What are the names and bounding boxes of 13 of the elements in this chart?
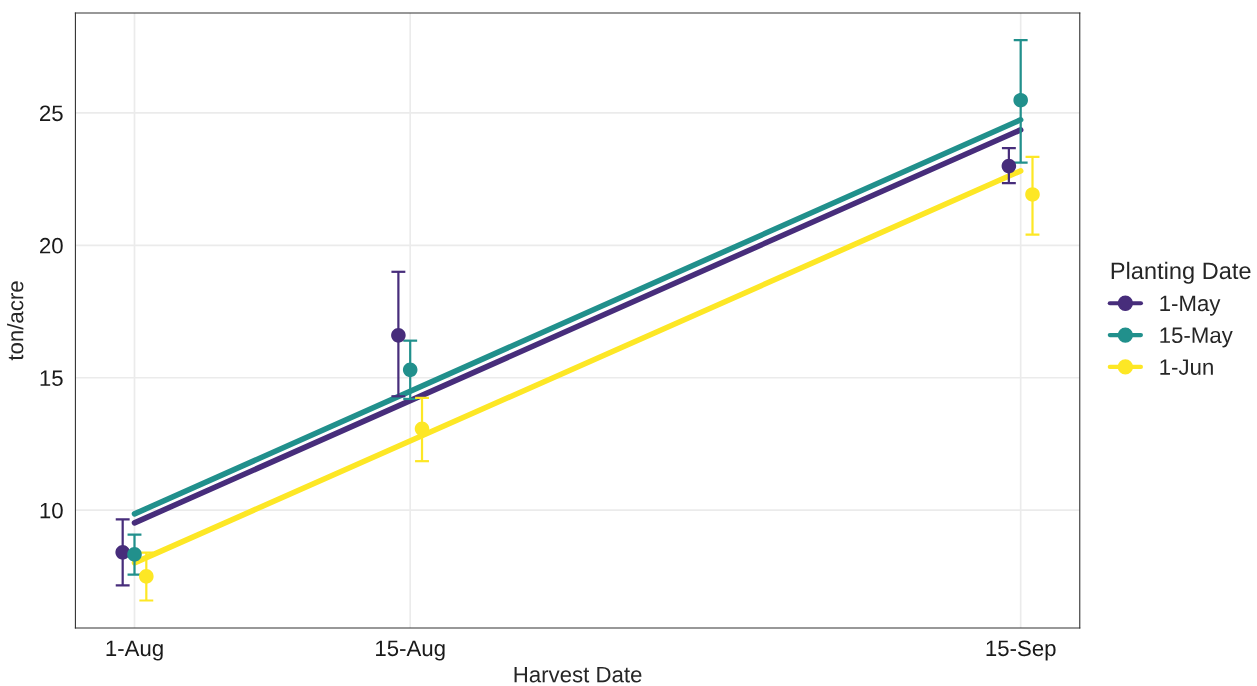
legend-label: 1-May — [1160, 295, 1221, 316]
legend-label: 15-May — [1160, 327, 1233, 348]
y-tick-label: 10 — [40, 502, 63, 519]
x-tick-label: 1-Aug — [106, 640, 163, 661]
y-axis-title: ton/acre — [7, 281, 24, 361]
legend-title: Planting Date — [1111, 261, 1251, 284]
x-tick-label: 15-Sep — [986, 640, 1056, 661]
y-tick-label: 25 — [40, 105, 63, 122]
legend-label: 1-Jun — [1160, 359, 1213, 375]
x-axis-title: Harvest Date — [514, 666, 642, 683]
y-tick-label: 15 — [40, 370, 63, 387]
y-tick-label: 20 — [40, 237, 63, 254]
x-tick-label: 15-Aug — [376, 640, 445, 661]
